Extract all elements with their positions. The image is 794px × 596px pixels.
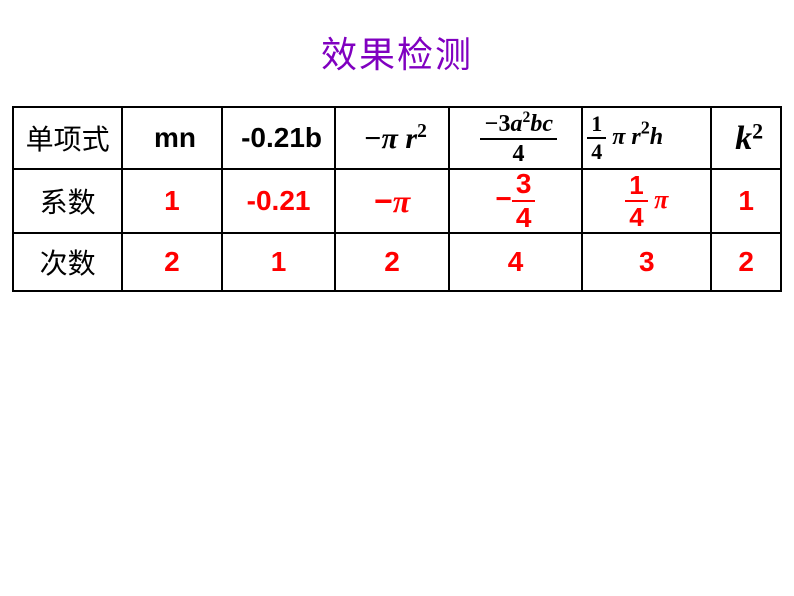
deg-6: 2 bbox=[711, 233, 781, 291]
deg-4: 4 bbox=[449, 233, 583, 291]
coeff-1: 1 bbox=[122, 169, 222, 233]
rowlabel-monomial: 单项式 bbox=[13, 107, 122, 169]
coeff-2: -0.21 bbox=[222, 169, 336, 233]
coeff-6: 1 bbox=[711, 169, 781, 233]
hdr-col-5: 14 π r2h bbox=[582, 107, 711, 169]
coeff-5: 14 π bbox=[582, 169, 711, 233]
hdr-col-1: mn bbox=[122, 107, 222, 169]
deg-5: 3 bbox=[582, 233, 711, 291]
header-row: 单项式 mn -0.21b −π r2 −3a2bc4 14 π r2h k2 bbox=[13, 107, 781, 169]
hdr-col-2: -0.21b bbox=[222, 107, 336, 169]
deg-2: 1 bbox=[222, 233, 336, 291]
coeff-3: −π bbox=[335, 169, 448, 233]
monomial-table: 单项式 mn -0.21b −π r2 −3a2bc4 14 π r2h k2 … bbox=[12, 106, 782, 292]
rowlabel-coeff: 系数 bbox=[13, 169, 122, 233]
degree-row: 次数 2 1 2 4 3 2 bbox=[13, 233, 781, 291]
hdr-col-6: k2 bbox=[711, 107, 781, 169]
coeff-4: −34 bbox=[449, 169, 583, 233]
coeff-row: 系数 1 -0.21 −π −34 14 π 1 bbox=[13, 169, 781, 233]
hdr-col-3: −π r2 bbox=[335, 107, 448, 169]
page-title: 效果检测 bbox=[0, 0, 794, 98]
rowlabel-degree: 次数 bbox=[13, 233, 122, 291]
hdr-col-4: −3a2bc4 bbox=[449, 107, 583, 169]
deg-1: 2 bbox=[122, 233, 222, 291]
deg-3: 2 bbox=[335, 233, 448, 291]
